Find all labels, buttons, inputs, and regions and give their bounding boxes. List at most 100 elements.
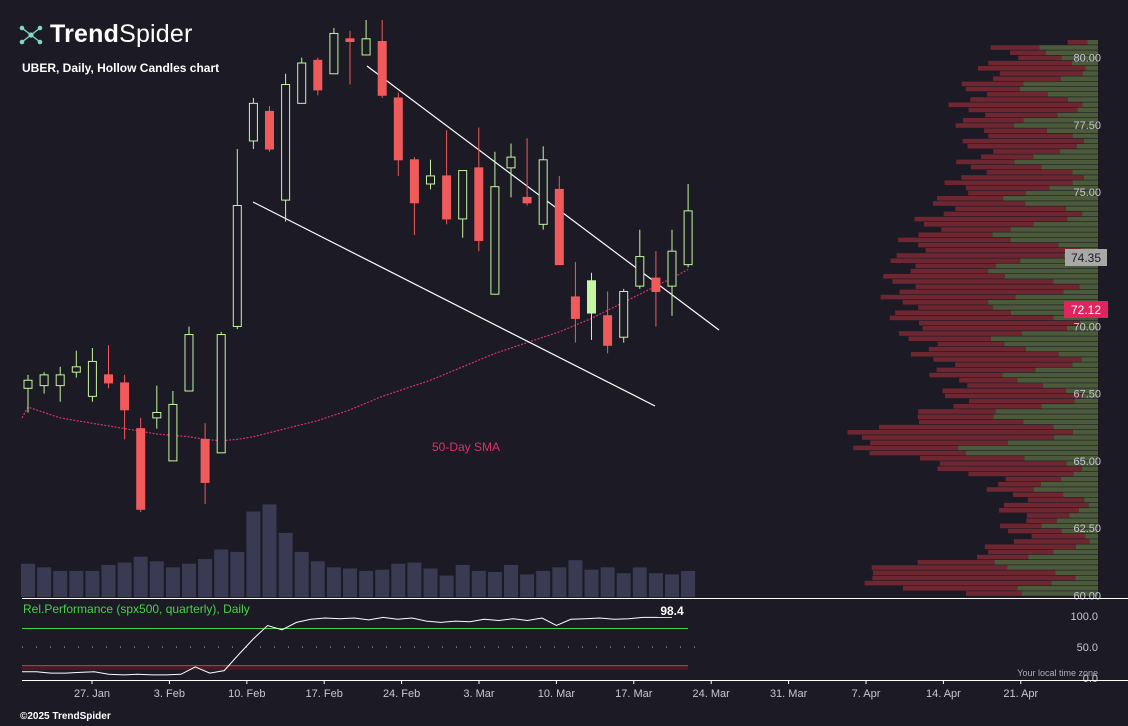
volume-profile-sell-band xyxy=(1027,497,1085,503)
candle-body xyxy=(667,250,677,287)
candle-body xyxy=(474,167,484,241)
volume-profile-buy-band xyxy=(1051,580,1098,586)
volume-profile-buy-band xyxy=(1079,284,1098,289)
volume-profile-sell-band xyxy=(998,482,1041,487)
volume-profile-sell-band xyxy=(883,274,1005,279)
volume-profile-sell-band xyxy=(967,144,1077,149)
candle xyxy=(361,20,371,56)
candle-body xyxy=(635,256,645,287)
volume-profile-sell-band xyxy=(976,554,1029,560)
candle-body xyxy=(442,175,452,220)
volume-bar xyxy=(487,572,502,597)
volume-profile-sell-band xyxy=(985,112,1058,118)
volume-bar xyxy=(326,567,341,597)
volume-profile-sell-band xyxy=(878,424,1054,430)
volume-profile-buy-band xyxy=(990,336,1098,341)
volume-bar xyxy=(310,561,325,597)
candle xyxy=(136,417,146,512)
volume-bar xyxy=(85,570,100,597)
volume-profile-sell-band xyxy=(937,341,1005,347)
candle xyxy=(232,149,242,330)
volume-profile-sell-band xyxy=(924,222,1034,227)
volume-profile-sell-band xyxy=(968,471,1074,477)
volume-profile-buy-band xyxy=(1046,128,1098,133)
candle xyxy=(168,390,178,462)
volume-profile-buy-band xyxy=(1067,216,1098,222)
volume-profile-sell-band xyxy=(999,508,1079,513)
volume-profile-buy-band xyxy=(1063,492,1098,497)
volume-profile-buy-band xyxy=(1074,398,1098,404)
volume-profile-sell-band xyxy=(915,284,1080,289)
volume-profile-sell-band xyxy=(914,216,1068,222)
volume-bar xyxy=(246,511,261,597)
volume-profile-sell-band xyxy=(902,300,989,305)
volume-profile-sell-band xyxy=(922,326,1067,331)
volume-profile-buy-band xyxy=(1054,435,1098,440)
volume-bar xyxy=(423,568,438,597)
candle xyxy=(248,97,258,150)
volume-profile-buy-band xyxy=(1082,71,1098,76)
volume-profile-buy-band xyxy=(1004,341,1098,347)
volume-profile-buy-band xyxy=(1015,294,1098,300)
candle-body xyxy=(683,210,693,266)
volume-profile-sell-band xyxy=(915,263,996,269)
price-tick-label: 65.00 xyxy=(1073,456,1101,468)
volume-profile-buy-band xyxy=(1039,45,1098,50)
volume-bar xyxy=(182,563,196,597)
volume-profile-buy-band xyxy=(1072,430,1098,435)
volume-profile-sell-band xyxy=(962,118,1024,123)
volume-profile-sell-band xyxy=(941,227,1011,232)
volume-profile-buy-band xyxy=(1013,123,1098,128)
volume-profile-sell-band xyxy=(928,346,1026,352)
candle xyxy=(39,372,49,394)
volume-profile-sell-band xyxy=(898,237,1011,243)
volume-profile-sell-band xyxy=(902,586,1018,591)
volume-profile-buy-band xyxy=(1079,320,1098,326)
volume-profile-buy-band xyxy=(988,300,1098,305)
volume-profile-sell-band xyxy=(918,242,1059,248)
volume-bar xyxy=(407,562,422,597)
volume-profile-sell-band xyxy=(967,383,1043,388)
volume-profile-buy-band xyxy=(1049,185,1098,191)
volume-profile-buy-band xyxy=(1089,539,1098,544)
volume-profile-buy-band xyxy=(1033,222,1098,227)
volume-profile-sell-band xyxy=(872,575,1076,581)
volume-profile-buy-band xyxy=(1081,357,1098,362)
volume-profile-buy-band xyxy=(1071,60,1098,66)
volume-profile-sell-band xyxy=(895,310,1011,315)
volume-profile-buy-band xyxy=(1017,378,1098,383)
volume-bar xyxy=(53,570,68,597)
candle-body xyxy=(506,156,516,169)
volume-profile-sell-band xyxy=(936,196,1004,201)
volume-profile-sell-band xyxy=(999,71,1083,76)
volume-profile-buy-band xyxy=(1058,242,1098,248)
candle xyxy=(265,106,274,152)
volume-profile-buy-band xyxy=(1002,372,1098,378)
volume-bar xyxy=(391,563,406,597)
candle xyxy=(120,374,130,440)
candle xyxy=(442,130,452,225)
volume-profile-buy-band xyxy=(1066,461,1098,466)
price-tick-label: 77.50 xyxy=(1073,120,1101,132)
candle xyxy=(667,229,677,316)
volume-profile-sell-band xyxy=(959,378,1018,383)
volume-profile-sell-band xyxy=(870,440,1008,445)
volume-profile-buy-band xyxy=(1028,554,1098,560)
candle xyxy=(393,92,403,176)
volume-profile-sell-band xyxy=(880,294,1016,300)
price-axis: 80.0077.5075.0072.5070.0067.5065.0062.50… xyxy=(1073,53,1101,603)
volume-profile-sell-band xyxy=(968,398,1075,404)
volume-profile-sell-band xyxy=(961,81,1024,87)
volume-profile-sell-band xyxy=(986,487,1034,492)
candle xyxy=(55,366,65,402)
volume-profile-sell-band xyxy=(908,336,991,341)
volume-profile-sell-band xyxy=(956,159,1015,165)
candle-body xyxy=(216,334,226,454)
volume-profile-buy-band xyxy=(1025,201,1098,206)
volume-profile-buy-band xyxy=(1021,331,1098,336)
price-tick-label: 67.50 xyxy=(1073,389,1101,401)
volume-profile-sell-band xyxy=(932,201,1026,206)
volume-profile-sell-band xyxy=(861,435,1055,440)
candle xyxy=(377,20,387,98)
